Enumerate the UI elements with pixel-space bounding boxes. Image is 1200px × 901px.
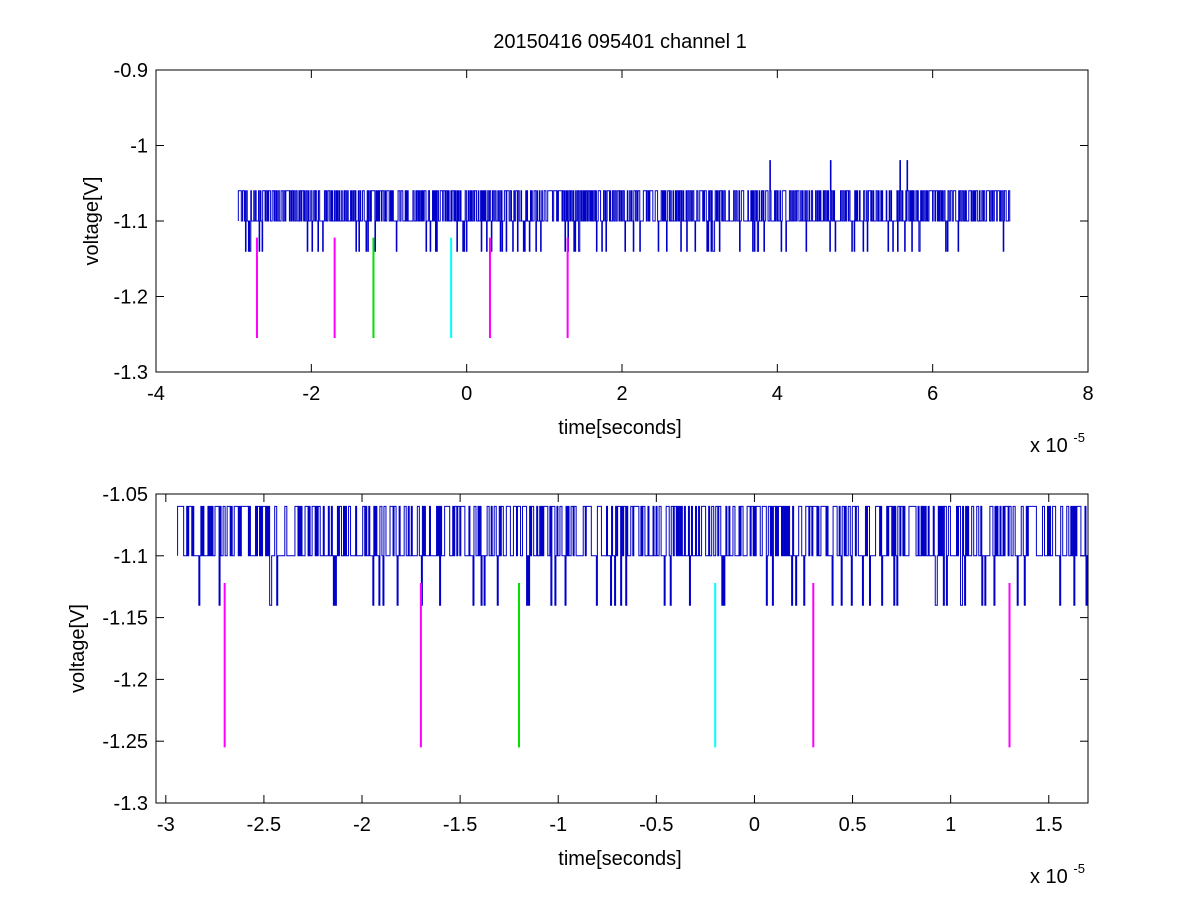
top-xtick-label: 8 (1082, 383, 1093, 405)
bottom-x-axis-label: time[seconds] (558, 848, 681, 870)
bottom-axes-box (155, 493, 1089, 804)
top-xtick-label: 4 (772, 383, 783, 405)
bottom-x-exponent: x 10 -5 (1030, 861, 1085, 888)
top-ytick-label: -1 (130, 136, 148, 158)
bottom-ytick-label: -1.15 (102, 608, 148, 630)
top-ytick-label: -1.1 (114, 211, 148, 233)
bottom-xtick-label: -3 (157, 814, 175, 836)
top-xtick-label: 2 (616, 383, 627, 405)
top-signal-trace (237, 160, 1011, 252)
bottom-xtick-label: 1.5 (1035, 814, 1063, 836)
top-subplot: -4 -2 0 2 4 6 8 -1.3 -1.2 -1.1 -1 -0.9 time[seconds… (81, 60, 1094, 457)
bottom-xtick-label: -2 (353, 814, 371, 836)
bottom-x-exponent-power: -5 (1073, 861, 1085, 876)
top-y-axis-label: voltage[V] (81, 177, 103, 266)
bottom-signal-trace (177, 505, 1089, 606)
top-xtick-label: 6 (927, 383, 938, 405)
top-ytick-label: -1.2 (114, 287, 148, 309)
bottom-xtick-label: -2.5 (247, 814, 281, 836)
figure-title: 20150416 095401 channel 1 (493, 31, 747, 53)
bottom-tick-labels: -3 -2.5 -2 -1.5 -1 -0.5 0 0.5 1 1.5 -1.3 -1.25 -1.2 -… (102, 484, 1062, 836)
top-xtick-label: -2 (302, 383, 320, 405)
bottom-ytick-label: -1.2 (114, 669, 148, 691)
bottom-xtick-label: -1.5 (443, 814, 477, 836)
top-xtick-label: 0 (461, 383, 472, 405)
top-x-axis-label: time[seconds] (558, 417, 681, 439)
top-x-exponent-power: -5 (1073, 430, 1085, 445)
bottom-ytick-label: -1.25 (102, 731, 148, 753)
bottom-ytick-label: -1.3 (114, 793, 148, 815)
top-xtick-label: -4 (147, 383, 165, 405)
bottom-x-exponent-base: x 10 (1030, 866, 1068, 888)
top-markers (255, 237, 569, 339)
bottom-y-axis-label: voltage[V] (67, 604, 89, 693)
bottom-xtick-label: 1 (945, 814, 956, 836)
bottom-ytick-label: -1.05 (102, 484, 148, 506)
bottom-subplot: -3 -2.5 -2 -1.5 -1 -0.5 0 0.5 1 1.5 -1.3 -1.25 -1.2 -… (67, 484, 1089, 888)
bottom-markers (223, 582, 1011, 748)
top-ytick-label: -1.3 (114, 362, 148, 384)
bottom-xtick-label: 0 (749, 814, 760, 836)
top-axes-box (155, 69, 1089, 373)
top-tick-labels: -4 -2 0 2 4 6 8 -1.3 -1.2 -1.1 -1 -0.9 (114, 60, 1094, 405)
top-x-exponent-base: x 10 (1030, 435, 1068, 457)
bottom-xtick-label: 0.5 (839, 814, 867, 836)
bottom-xtick-label: -1 (549, 814, 567, 836)
bottom-ytick-label: -1.1 (114, 546, 148, 568)
bottom-xtick-label: -0.5 (639, 814, 673, 836)
top-x-exponent: x 10 -5 (1030, 430, 1085, 457)
top-ytick-label: -0.9 (114, 60, 148, 82)
